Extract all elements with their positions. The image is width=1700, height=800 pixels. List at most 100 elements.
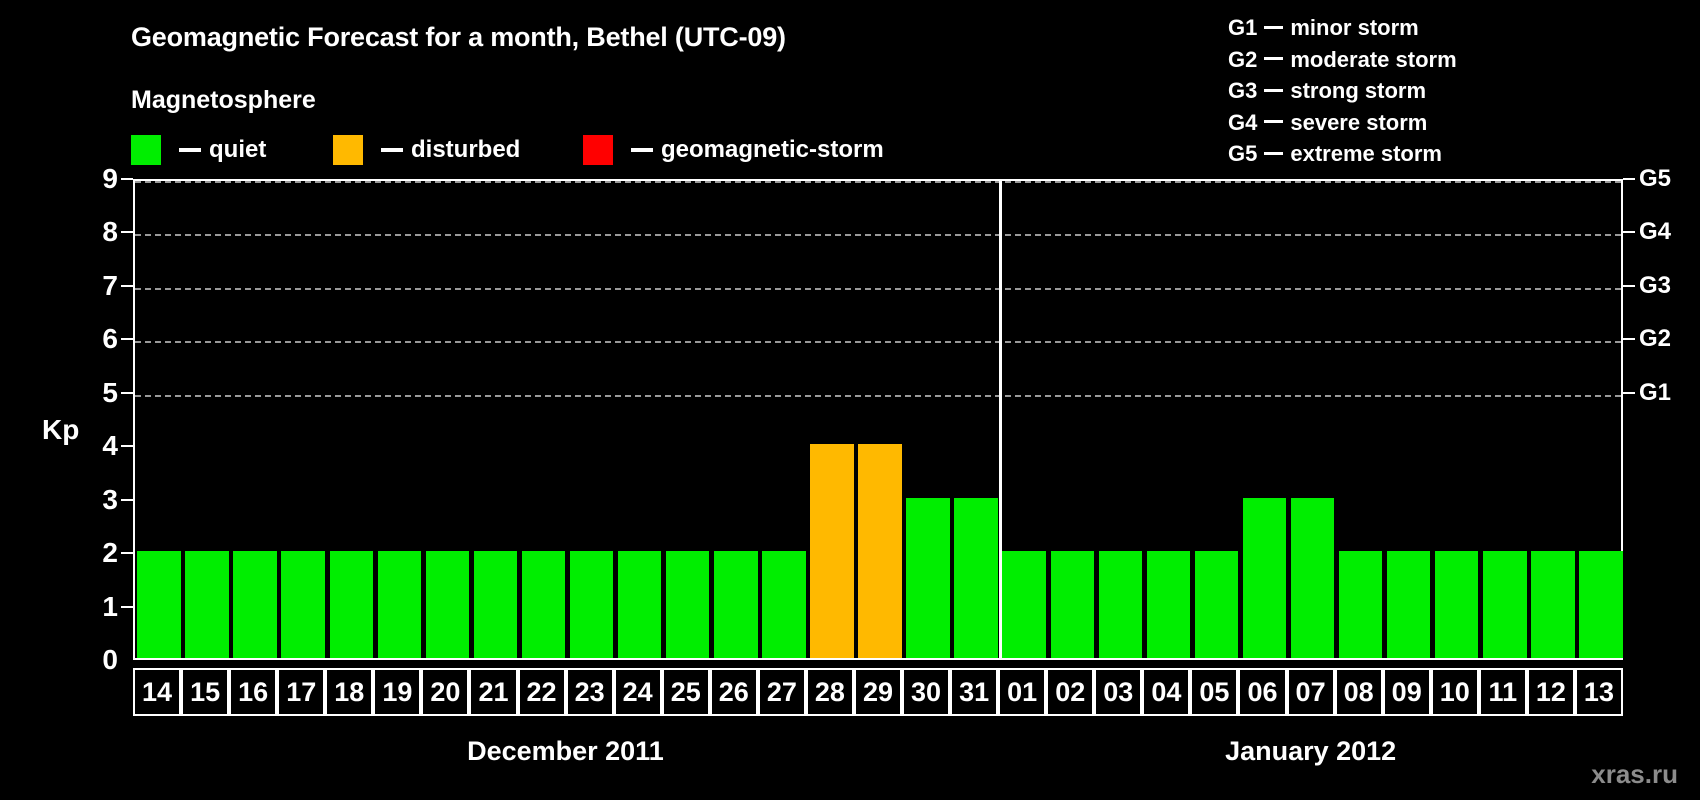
date-label-24[interactable]: 24 [613,668,662,716]
y-tick-label-2: 2 [102,537,118,569]
date-label-28[interactable]: 28 [805,668,854,716]
date-label-25[interactable]: 25 [661,668,710,716]
bar-07[interactable] [1290,497,1335,658]
legend-swatch-quiet [131,135,161,165]
bar-29[interactable] [858,444,902,658]
legend-entry-disturbed: disturbed [333,133,520,167]
date-label-21[interactable]: 21 [469,668,518,716]
bar-10[interactable] [1435,551,1479,658]
bar-12[interactable] [1531,551,1575,658]
bar-03[interactable] [1098,551,1143,658]
date-label-05[interactable]: 05 [1190,668,1239,716]
magnetosphere-section-label: Magnetosphere [131,86,316,114]
bar-17[interactable] [281,551,325,658]
y-tick-mark-1 [121,605,133,608]
date-label-04[interactable]: 04 [1142,668,1191,716]
date-label-29[interactable]: 29 [853,668,903,716]
bar-20[interactable] [425,551,470,658]
g-tick-mark-g2 [1623,338,1635,341]
legend-label-disturbed: disturbed [411,136,521,163]
bar-30[interactable] [906,497,950,658]
g-tick-label-g4: G4 [1639,218,1672,246]
y-tick-label-3: 3 [102,483,118,515]
y-tick-mark-9 [121,178,133,180]
date-label-15[interactable]: 15 [181,668,230,716]
gridline-kp-9 [135,181,1621,183]
gscale-dash-icon [1264,120,1284,124]
gscale-description-g3: strong storm [1290,78,1427,103]
bar-28[interactable] [810,444,854,658]
bar-22[interactable] [521,551,566,658]
gscale-legend-row-g2: G2 moderate storm [1228,44,1457,76]
legend-label-geomagnetic-storm: geomagnetic-storm [661,136,884,163]
y-axis-labels: 0 1 2 3 4 5 6 7 8 9 [58,165,118,674]
bar-02[interactable] [1050,551,1094,658]
bar-25[interactable] [666,551,710,658]
date-label-30[interactable]: 30 [902,668,951,716]
bar-27[interactable] [762,551,806,658]
bar-09[interactable] [1386,551,1431,658]
bar-31[interactable] [954,497,998,658]
y-axis-ticks [121,178,133,660]
date-label-26[interactable]: 26 [709,668,758,716]
date-label-13[interactable]: 13 [1574,668,1623,716]
date-label-10[interactable]: 10 [1430,668,1479,716]
gscale-legend: G1 minor storm G2 moderate storm G3 strong st… [1228,12,1457,170]
y-tick-label-1: 1 [102,590,118,622]
gscale-code-g1: G1 [1228,15,1258,40]
y-tick-label-8: 8 [102,216,118,248]
bar-06[interactable] [1242,497,1287,658]
y-tick-label-6: 6 [102,323,118,355]
date-label-06[interactable]: 06 [1238,668,1287,716]
month-caption-0: December 2011 [467,736,664,766]
date-label-01[interactable]: 01 [998,668,1047,716]
legend-entry-quiet: quiet [131,133,266,167]
bar-26[interactable] [714,551,758,658]
date-label-23[interactable]: 23 [565,668,614,716]
date-label-03[interactable]: 03 [1094,668,1143,716]
gscale-description-g2: moderate storm [1290,46,1457,72]
date-label-07[interactable]: 07 [1286,668,1335,716]
bar-11[interactable] [1483,551,1527,658]
bar-23[interactable] [569,551,614,658]
gscale-legend-row-g3: G3 strong storm [1228,75,1457,107]
g-axis-labels: G1 G2 G3 G4 G5 [1639,167,1699,660]
date-label-14[interactable]: 14 [133,668,182,716]
g-tick-label-g3: G3 [1639,271,1672,299]
date-label-12[interactable]: 12 [1526,668,1575,716]
date-label-09[interactable]: 09 [1382,668,1431,716]
date-label-31[interactable]: 31 [950,668,999,716]
bar-19[interactable] [377,551,422,658]
bar-18[interactable] [329,551,373,658]
date-label-18[interactable]: 18 [325,668,374,716]
date-label-11[interactable]: 11 [1478,668,1527,716]
bar-05[interactable] [1194,551,1239,658]
y-tick-mark-2 [121,552,133,555]
bar-13[interactable] [1579,551,1623,658]
date-label-22[interactable]: 22 [517,668,566,716]
legend-swatch-disturbed [333,135,363,165]
bar-14[interactable] [137,551,181,658]
y-tick-mark-8 [121,231,133,234]
date-label-02[interactable]: 02 [1046,668,1095,716]
date-label-19[interactable]: 19 [373,668,422,716]
date-label-20[interactable]: 20 [421,668,470,716]
bar-24[interactable] [617,551,662,658]
bar-15[interactable] [185,551,229,658]
date-label-17[interactable]: 17 [277,668,326,716]
g-tick-mark-g5 [1623,178,1635,180]
date-label-16[interactable]: 16 [229,668,278,716]
bar-04[interactable] [1146,551,1191,658]
gscale-description-g4: severe storm [1290,109,1428,135]
date-label-27[interactable]: 27 [757,668,806,716]
y-tick-mark-4 [121,445,133,448]
bar-21[interactable] [473,551,518,658]
bar-01[interactable] [1002,551,1046,658]
bar-08[interactable] [1338,551,1383,658]
y-tick-label-7: 7 [102,269,118,301]
bar-16[interactable] [233,551,277,658]
y-tick-mark-5 [121,391,133,394]
g-tick-label-g1: G1 [1639,378,1672,406]
date-label-08[interactable]: 08 [1334,668,1383,716]
y-tick-label-4: 4 [102,430,118,462]
